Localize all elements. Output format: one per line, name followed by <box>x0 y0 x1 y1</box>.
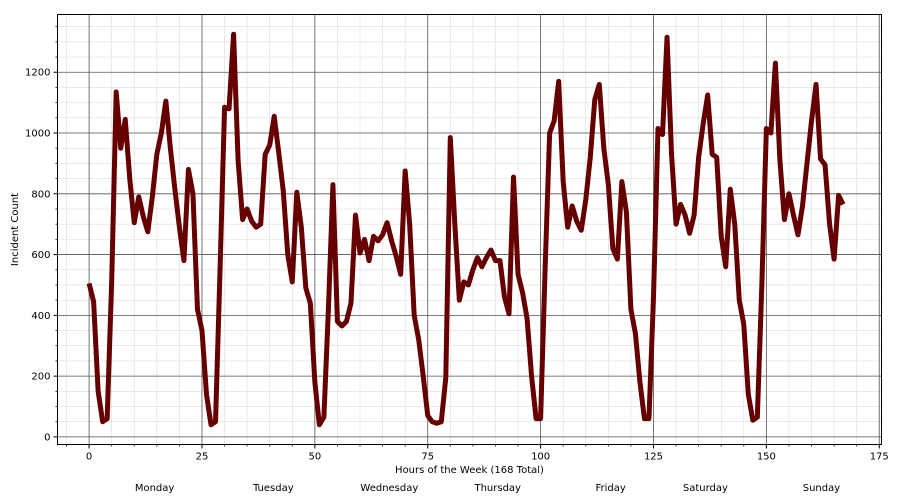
day-label-tuesday: Tuesday <box>252 483 294 494</box>
y-tick-label: 800 <box>31 189 50 200</box>
plot-frame <box>57 14 882 445</box>
day-label-sunday: Sunday <box>803 483 840 494</box>
x-axis-label: Hours of the Week (168 Total) <box>395 465 544 476</box>
x-axis-ticks: 0 25 50 75 100 125 150 175 <box>66 444 889 463</box>
y-axis-ticks: 0 200 400 600 800 1000 1200 <box>25 26 58 443</box>
x-tick-label: 50 <box>308 452 321 463</box>
x-tick-label: 25 <box>196 452 209 463</box>
x-tick-label: 75 <box>421 452 434 463</box>
day-label-friday: Friday <box>595 483 625 494</box>
day-label-monday: Monday <box>135 483 175 494</box>
y-tick-label: 200 <box>31 372 50 383</box>
day-labels: Monday Tuesday Wednesday Thursday Friday Satu… <box>135 483 840 494</box>
series-layer <box>86 31 846 428</box>
y-tick-label: 400 <box>31 311 50 322</box>
x-tick-label: 175 <box>870 452 889 463</box>
y-axis-label: Incident Count <box>10 193 21 266</box>
y-tick-label: 0 <box>44 432 50 443</box>
x-tick-label: 100 <box>531 452 550 463</box>
day-label-wednesday: Wednesday <box>360 483 418 494</box>
x-tick-label: 0 <box>86 452 92 463</box>
y-tick-label: 1200 <box>25 68 50 79</box>
x-tick-label: 125 <box>644 452 663 463</box>
day-label-saturday: Saturday <box>683 483 728 494</box>
y-tick-label: 600 <box>31 250 50 261</box>
series-line-0 <box>86 31 846 428</box>
x-tick-label: 150 <box>757 452 776 463</box>
y-tick-label: 1000 <box>25 129 50 140</box>
day-label-thursday: Thursday <box>473 483 521 494</box>
